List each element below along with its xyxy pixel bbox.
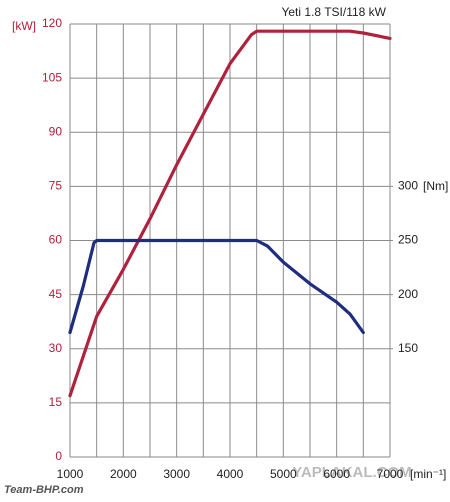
- x-tick-label: 3000: [163, 467, 190, 481]
- x-tick-label: 5000: [270, 467, 297, 481]
- y2-axis-label: [Nm]: [423, 179, 448, 193]
- y-tick-label: 90: [49, 124, 63, 138]
- x-axis-label: [min⁻¹]: [410, 467, 446, 481]
- series-line: [68, 238, 365, 335]
- y-axis-label: [kW]: [12, 19, 36, 33]
- x-tick-label: 6000: [323, 467, 350, 481]
- x-tick-label: 1000: [57, 467, 84, 481]
- y-tick-label: 120: [42, 16, 62, 30]
- watermark: Team-BHP.com: [4, 484, 84, 496]
- x-tick-label: 7000: [377, 467, 404, 481]
- y-tick-label: 60: [49, 233, 63, 247]
- series-line: [68, 29, 392, 398]
- y2-tick-label: 250: [398, 233, 418, 247]
- y2-tick-label: 200: [398, 287, 418, 301]
- x-tick-label: 2000: [110, 467, 137, 481]
- y-tick-label: 15: [49, 395, 63, 409]
- y-tick-label: 0: [55, 449, 62, 463]
- chart-title: Yeti 1.8 TSI/118 kW: [281, 5, 386, 19]
- y-tick-label: 105: [42, 70, 62, 84]
- y-tick-label: 30: [49, 341, 63, 355]
- y2-tick-label: 300: [398, 179, 418, 193]
- y-tick-label: 45: [49, 287, 63, 301]
- y2-tick-label: 150: [398, 341, 418, 355]
- y-tick-label: 75: [49, 179, 63, 193]
- watermark: YAPLAKAL.COM: [292, 464, 411, 481]
- x-tick-label: 4000: [217, 467, 244, 481]
